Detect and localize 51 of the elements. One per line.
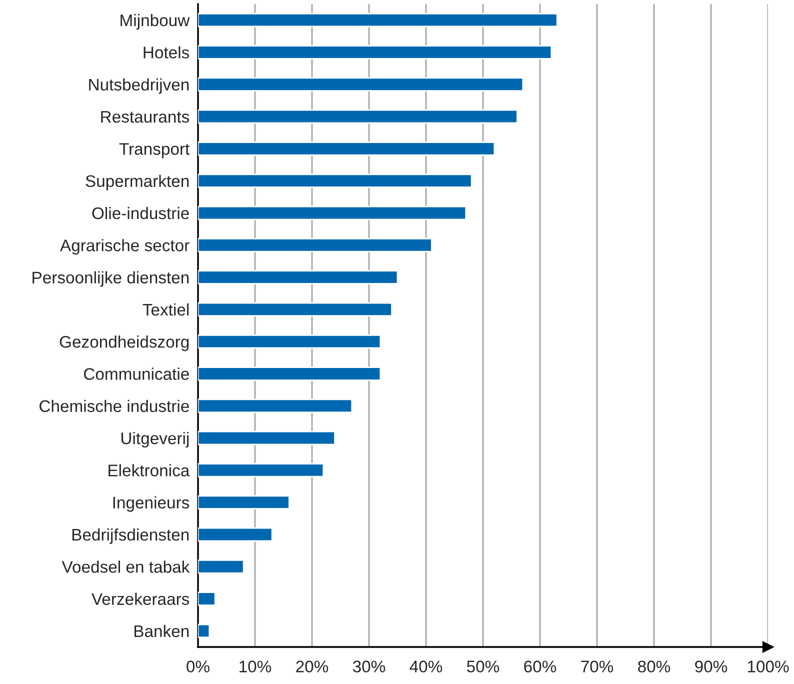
- y-tick-label: Bedrijfsdiensten: [72, 528, 189, 544]
- bar: [198, 592, 216, 606]
- bar: [198, 495, 290, 510]
- y-tick-label: Transport: [119, 143, 190, 158]
- bar: [198, 398, 353, 413]
- bar: [198, 206, 467, 220]
- y-tick-label: Restaurants: [101, 111, 190, 123]
- y-tick-label: Mijnbouw: [120, 14, 190, 30]
- x-tick-label: 30%: [352, 660, 386, 672]
- bar: [198, 142, 496, 156]
- y-tick-label: Olie-industrie: [92, 206, 189, 220]
- bar: [198, 109, 518, 124]
- y-tick-label: Textiel: [142, 303, 189, 316]
- y-tick-label: Ingenieurs: [113, 496, 190, 512]
- bar: [198, 334, 382, 349]
- bar: [198, 270, 398, 284]
- bar: [198, 624, 210, 638]
- y-tick-label: Elektronica: [108, 464, 190, 476]
- x-tick-label: 90%: [695, 660, 728, 672]
- bar: [198, 430, 336, 446]
- y-tick-label: Hotels: [144, 46, 190, 58]
- bar: [198, 302, 392, 317]
- x-tick-label: 70%: [581, 660, 614, 672]
- y-tick-label: Persoonlijke diensten: [32, 271, 189, 287]
- bar: [198, 45, 552, 60]
- x-tick-label: 20%: [296, 660, 328, 672]
- x-tick-label: 0%: [186, 660, 210, 672]
- x-tick-label: 100%: [748, 660, 789, 672]
- y-tick-label: Nutsbedrijven: [89, 78, 189, 94]
- y-tick-label: Communicatie: [84, 368, 189, 380]
- bar: [198, 238, 432, 252]
- x-tick-label: 80%: [638, 660, 670, 672]
- x-tick-label: 10%: [240, 660, 272, 672]
- y-tick-label: Voedsel en tabak: [62, 560, 190, 573]
- bar: [198, 12, 558, 28]
- bar: [198, 77, 524, 92]
- y-tick-label: Gezondheidszorg: [60, 336, 189, 352]
- bar: [198, 463, 324, 478]
- x-tick-label: 60%: [524, 660, 556, 672]
- bar: [198, 560, 244, 574]
- bar: [198, 366, 382, 381]
- y-tick-label: Chemische industrie: [40, 400, 189, 412]
- bar: [198, 174, 472, 188]
- x-tick-label: 40%: [410, 660, 442, 672]
- bar: [198, 527, 273, 542]
- y-tick-label: Uitgeverij: [121, 432, 189, 448]
- y-tick-label: Agrarische sector: [60, 239, 190, 255]
- y-tick-label: Banken: [134, 624, 189, 638]
- y-tick-label: Supermarkten: [86, 174, 189, 190]
- y-tick-label: Verzekeraars: [92, 592, 190, 605]
- x-tick-label: 50%: [466, 660, 500, 672]
